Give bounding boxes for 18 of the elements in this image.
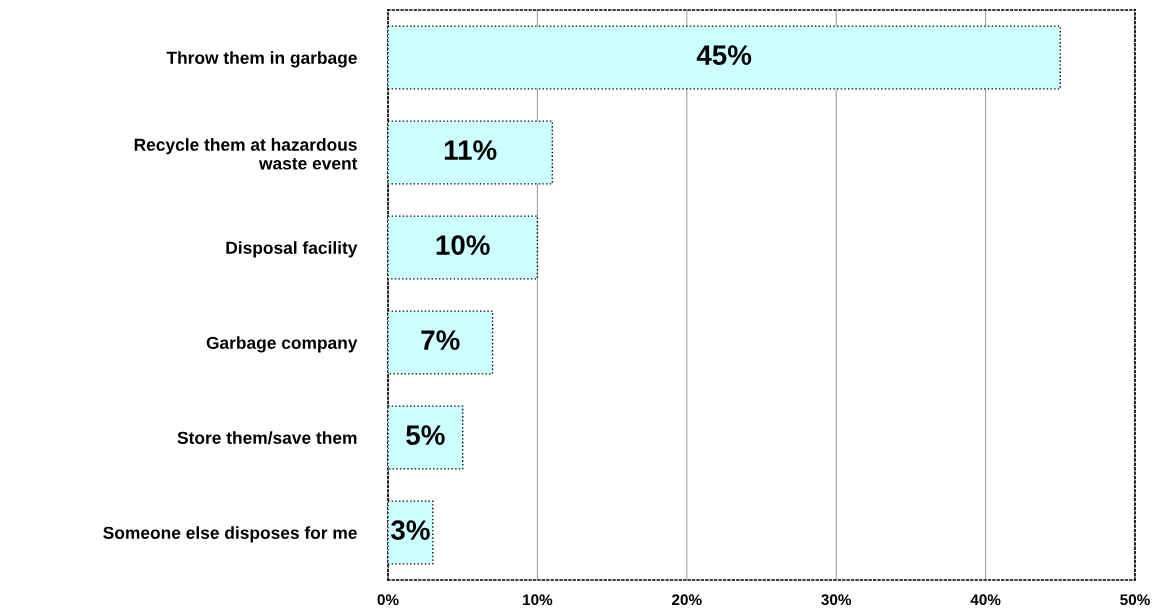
data-label: 5% <box>406 425 445 445</box>
data-label: 11% <box>444 140 497 160</box>
data-label: 7% <box>421 330 460 350</box>
y-tick-label: Recycle them at hazardous waste event <box>134 138 358 170</box>
x-tick-label: 30% <box>821 594 852 606</box>
y-tick-label: Someone else disposes for me <box>103 526 357 543</box>
x-tick-label: 0% <box>377 594 399 606</box>
x-tick-label: 10% <box>523 594 553 606</box>
y-tick-label: Disposal facility <box>226 241 358 258</box>
x-tick-label: 50% <box>1120 594 1150 606</box>
y-tick-label: Store them/save them <box>177 431 357 445</box>
x-tick-label: 40% <box>970 594 1001 606</box>
y-tick-label: Garbage company <box>206 336 358 353</box>
x-tick-label: 20% <box>672 594 702 606</box>
y-tick-label: Throw them in garbage <box>166 51 357 68</box>
data-label: 10% <box>436 235 490 255</box>
data-label: 3% <box>390 520 430 540</box>
data-label: 45% <box>696 45 752 65</box>
